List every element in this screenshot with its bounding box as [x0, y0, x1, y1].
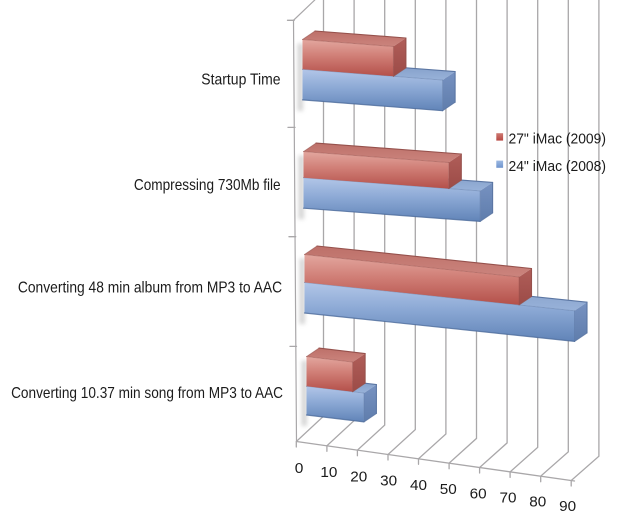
- svg-text:20: 20: [350, 469, 367, 485]
- svg-text:Converting 10.37 min song from: Converting 10.37 min song from MP3 to AA…: [11, 385, 283, 402]
- svg-text:Compressing 730Mb file: Compressing 730Mb file: [134, 177, 281, 194]
- svg-text:80: 80: [529, 495, 546, 511]
- svg-text:0: 0: [295, 461, 304, 477]
- svg-text:30: 30: [380, 474, 397, 490]
- svg-text:70: 70: [500, 491, 517, 507]
- svg-text:40: 40: [410, 478, 427, 494]
- svg-text:Startup Time: Startup Time: [201, 72, 280, 89]
- svg-text:60: 60: [470, 486, 487, 502]
- svg-text:Converting 48 min album from M: Converting 48 min album from MP3 to AAC: [18, 280, 282, 297]
- svg-text:27" iMac (2009): 27" iMac (2009): [509, 131, 607, 148]
- svg-text:10: 10: [320, 465, 337, 481]
- svg-text:50: 50: [440, 482, 457, 498]
- svg-text:90: 90: [559, 499, 576, 515]
- svg-text:24" iMac (2008): 24" iMac (2008): [509, 158, 607, 175]
